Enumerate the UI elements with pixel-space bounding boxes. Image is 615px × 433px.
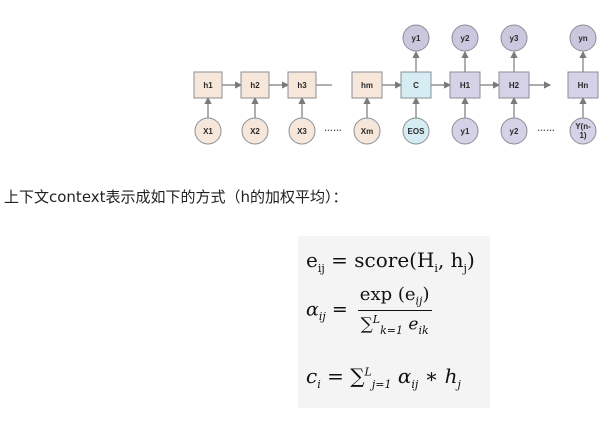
decoder-state-Hn (567, 71, 599, 99)
seq2seq-attention-diagram: h1 h2 h3 …… hm C H1 H2 Hn …… X1 X2 X3 Xm… (193, 24, 599, 145)
formula-superscript: L (372, 312, 381, 326)
formula-text: = (331, 298, 348, 321)
alpha-fraction: exp (eij) ∑Lk=1 eik (357, 284, 432, 337)
formula-subscript: ij (411, 378, 419, 391)
decoder-input-label: y1 (461, 127, 470, 136)
decoder-input-circle (451, 117, 479, 145)
output-circle (451, 24, 479, 52)
formula-subscript: i (317, 378, 321, 391)
formula-text: = score(H (331, 248, 435, 272)
formula-superscript: L (364, 365, 372, 379)
formula-subscript: ij (317, 262, 325, 275)
formula-text: ∗ h (424, 364, 458, 388)
formula-text: = ∑ (327, 364, 365, 388)
decoder-ellipsis-top: …… (537, 123, 555, 133)
formula-text: ) (466, 248, 475, 272)
formula-subscript: k=1 (380, 323, 403, 337)
context-label: C (413, 81, 419, 90)
output-circle (569, 24, 597, 52)
formula-symbol: c (306, 364, 318, 388)
formula-text: , h (437, 248, 464, 272)
formula-subscript: ik (418, 323, 429, 337)
alpha-formula: αij = exp (eij) ∑Lk=1 eik (306, 284, 432, 337)
encoder-input-label: X2 (250, 127, 260, 136)
decoder-input-label-multiline: Y(n-1) (575, 122, 591, 140)
encoder-input-circle (353, 117, 381, 145)
score-formula: eij = score(Hi, hj) (306, 248, 475, 275)
formula-symbol: α (306, 298, 319, 321)
decoder-state-label: Hn (578, 81, 589, 90)
formula-subscript: j=1 (371, 378, 392, 391)
alpha-denominator: ∑Lk=1 eik (358, 311, 432, 337)
output-label: y2 (461, 34, 470, 43)
formula-subscript: j (463, 262, 467, 275)
encoder-input-label: X3 (297, 127, 307, 136)
encoder-state-label: h3 (297, 81, 307, 90)
decoder-state-H1 (449, 71, 481, 99)
decoder-state-label: H2 (509, 81, 520, 90)
encoder-ellipsis: …… (324, 123, 342, 133)
formula-subscript: ij (318, 310, 326, 324)
formula-subscript: i (434, 262, 438, 275)
encoder-input-circle (194, 117, 222, 145)
encoder-state-h1 (193, 71, 223, 99)
encoder-input-circle (241, 117, 269, 145)
decoder-input-label-line: 1) (579, 131, 586, 140)
eos-circle (402, 117, 430, 145)
decoder-input-circle (569, 117, 597, 145)
context-box (400, 71, 432, 99)
decoder-input-label-line: Y(n- (575, 122, 591, 131)
encoder-state-h2 (240, 71, 270, 99)
formula-text: exp (e (359, 284, 416, 305)
context-caption: 上下文context表示成如下的方式（h的加权平均）： (4, 188, 348, 206)
decoder-input-label: y2 (510, 127, 519, 136)
formula-symbol: e (306, 248, 318, 272)
output-label: yn (578, 34, 587, 43)
decoder-input-circle (500, 117, 528, 145)
formula-symbol: α (397, 364, 412, 388)
encoder-input-label: X1 (203, 127, 213, 136)
output-label: y3 (510, 34, 519, 43)
encoder-state-label: h2 (250, 81, 260, 90)
encoder-state-label: hm (361, 81, 373, 90)
formula-symbol: e (408, 314, 419, 335)
eos-label: EOS (408, 127, 426, 136)
context-formula: ci = ∑Lj=1 αij ∗ hj (306, 364, 461, 391)
encoder-state-label: h1 (203, 81, 213, 90)
decoder-state-label: H1 (460, 81, 471, 90)
formula-subscript: j (457, 378, 461, 391)
attention-formulas: eij = score(Hi, hj) αij = exp (eij) ∑Lk=… (298, 236, 490, 408)
alpha-numerator: exp (eij) (357, 284, 432, 311)
output-circle (500, 24, 528, 52)
encoder-input-circle (288, 117, 316, 145)
encoder-state-h3 (287, 71, 317, 99)
encoder-input-label: Xm (361, 127, 373, 136)
output-label: y1 (412, 34, 421, 43)
encoder-state-hm (351, 71, 383, 99)
formula-text: ∑ (360, 314, 373, 335)
formula-text: ) (422, 284, 430, 305)
formula-subscript: ij (415, 294, 423, 308)
decoder-state-H2 (498, 71, 530, 99)
output-circle (402, 24, 430, 52)
